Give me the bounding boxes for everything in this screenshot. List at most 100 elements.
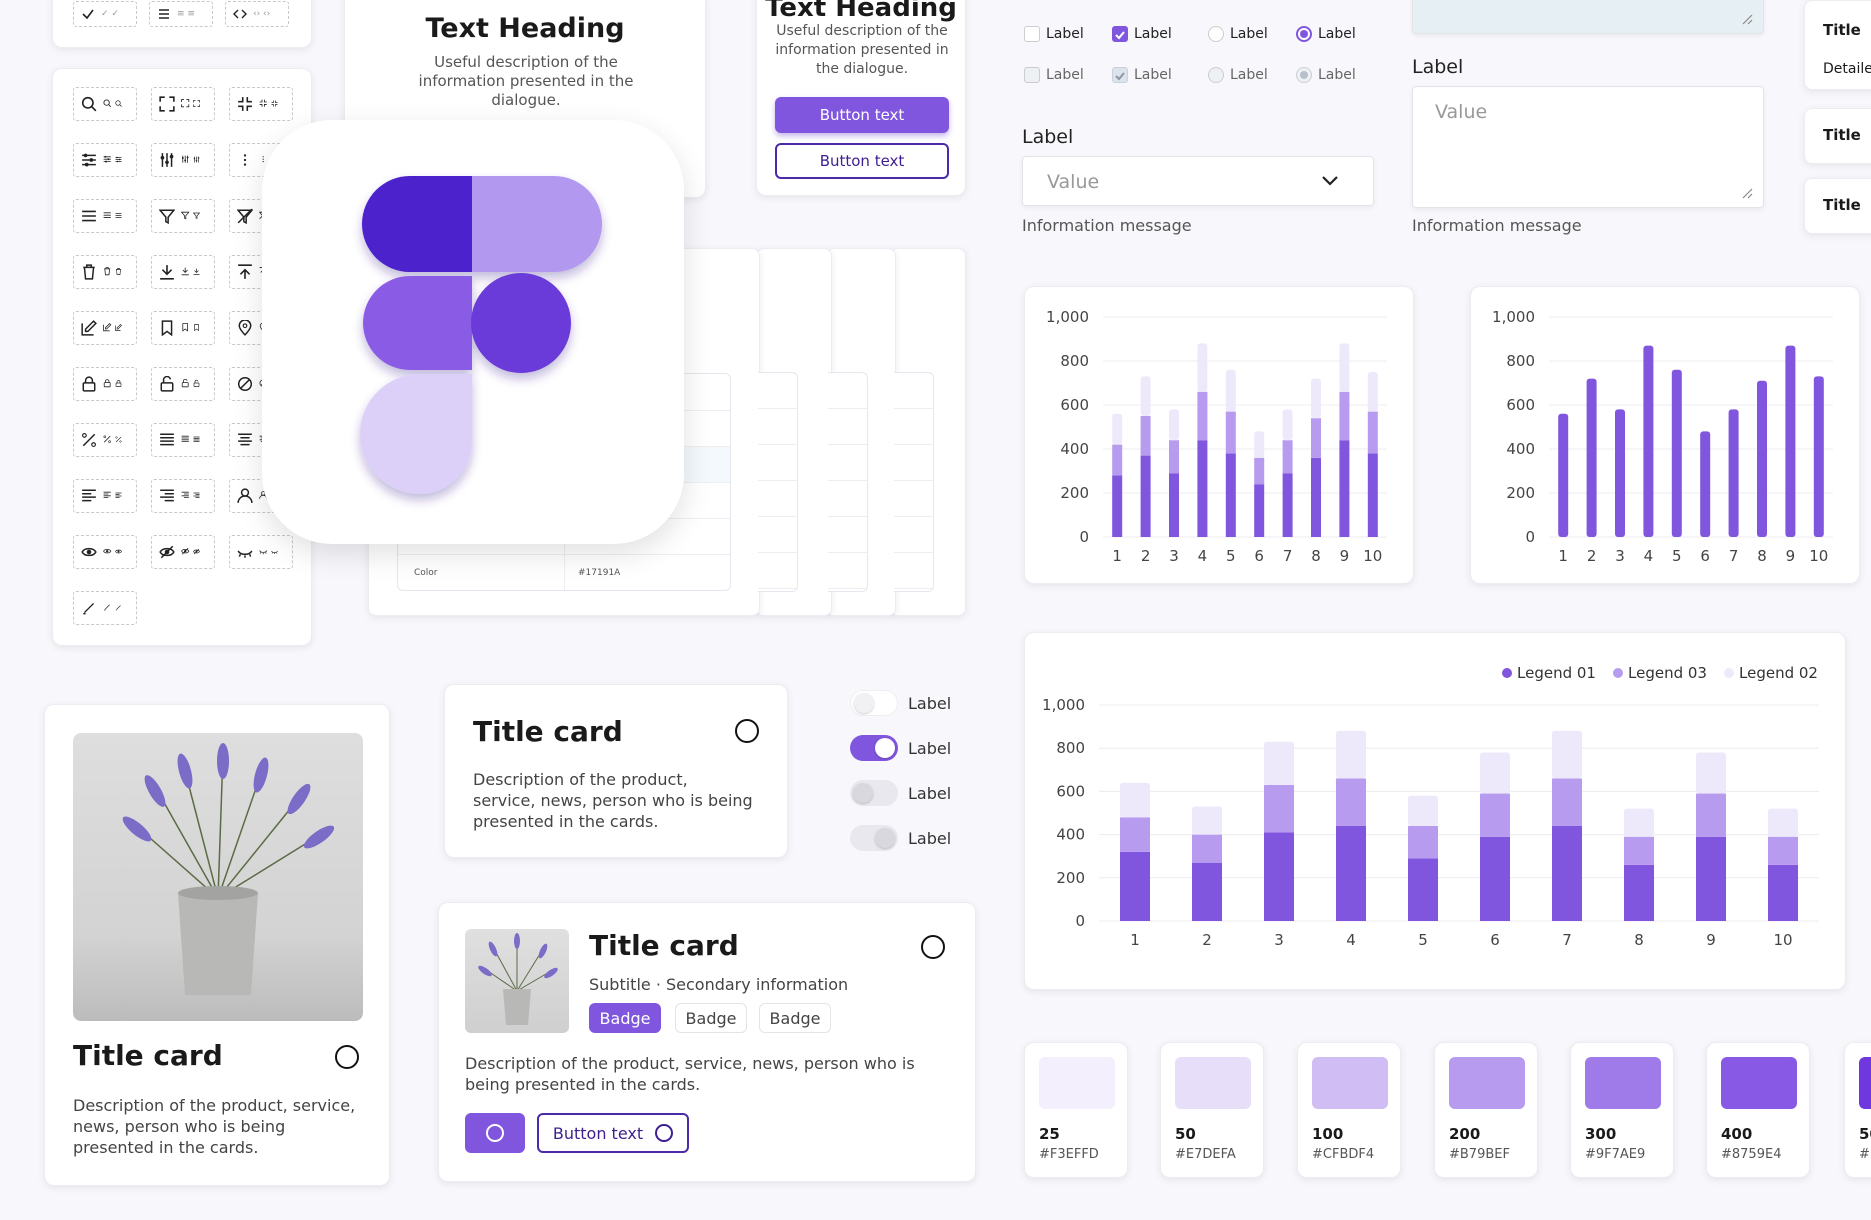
checkbox-on[interactable] [1112, 26, 1128, 42]
x-tick-label: 9 [1706, 931, 1716, 949]
bookmark-icon-button[interactable] [151, 311, 215, 345]
collapse-icon-button[interactable] [229, 87, 293, 121]
bar-segment [1225, 369, 1236, 412]
radio-on[interactable] [1296, 26, 1312, 42]
align-right-icon-button[interactable] [151, 479, 215, 513]
bar-segment [1768, 864, 1798, 921]
collapse-icon-small-variants [259, 99, 278, 107]
menu-icon-small-variants [103, 212, 122, 219]
eye-closed-icon [237, 550, 253, 558]
icon-button[interactable] [465, 1113, 525, 1153]
code-icon-button[interactable]: ‹› ‹› [225, 1, 289, 27]
menu-icon-button[interactable] [73, 199, 137, 233]
align-left-icon-button[interactable] [73, 479, 137, 513]
trash-icon-button[interactable] [73, 255, 137, 289]
radio-icon[interactable] [921, 935, 945, 959]
textarea-value: Value [1435, 101, 1488, 123]
bar [1785, 345, 1796, 537]
checkbox-off[interactable] [1024, 26, 1040, 42]
lock-icon-button[interactable] [73, 367, 137, 401]
align-justify-icon-button[interactable] [151, 423, 215, 457]
title-list-item-1[interactable]: Title Detailed [1804, 0, 1871, 90]
legend-marker [1613, 668, 1623, 678]
eye-icon [81, 547, 97, 557]
percent-icon-button[interactable] [73, 423, 137, 457]
bar-segment [1768, 808, 1798, 837]
bar-segment [1696, 752, 1726, 794]
bar-segment [1624, 808, 1654, 837]
y-tick-label: 0 [1079, 528, 1089, 546]
bar-segment [1408, 795, 1438, 826]
list-icon [159, 9, 169, 19]
x-tick-label: 9 [1786, 547, 1796, 565]
x-tick-label: 3 [1274, 931, 1284, 949]
y-tick-label: 0 [1525, 528, 1535, 546]
unlock-icon-button[interactable] [151, 367, 215, 401]
y-tick-label: 600 [1060, 396, 1089, 414]
radio-dis-off[interactable] [1208, 67, 1224, 83]
bar-segment [1197, 391, 1208, 441]
fullscreen-icon-button[interactable] [151, 87, 215, 121]
checkbox-dis-off[interactable] [1024, 67, 1040, 83]
bar [1586, 378, 1597, 537]
bar-segment [1768, 836, 1798, 865]
radio-icon[interactable] [335, 1045, 359, 1069]
eye-off-icon-button[interactable] [151, 535, 215, 569]
download-icon-small-variants [181, 267, 200, 276]
toggle-on[interactable] [850, 735, 898, 761]
checkbox-dis-on[interactable] [1112, 67, 1128, 83]
sliders-vertical-icon-button[interactable] [151, 143, 215, 177]
color-swatch [1175, 1057, 1251, 1109]
textarea-top[interactable] [1412, 0, 1764, 34]
bar [1671, 369, 1682, 537]
edit-icon [81, 320, 97, 336]
bookmark-icon-small-variants [182, 323, 199, 332]
y-tick-label: 600 [1056, 782, 1085, 800]
y-tick-label: 200 [1056, 869, 1085, 887]
dialog-card-2: Text Heading Useful description of the i… [756, 0, 966, 196]
radio-off[interactable] [1208, 26, 1224, 42]
toggle-disabled-off[interactable] [850, 780, 898, 806]
bar-segment [1367, 411, 1378, 454]
search-icon-button[interactable] [73, 87, 137, 121]
x-tick-label: 6 [1254, 547, 1264, 565]
title-list-item-2[interactable]: Title [1804, 108, 1871, 164]
color-swatch [1312, 1057, 1388, 1109]
card-title: Title card [73, 1039, 223, 1072]
bar-segment [1480, 836, 1510, 921]
radio-icon[interactable] [735, 719, 759, 743]
legend-label: Legend 01 [1517, 664, 1596, 682]
color-swatch-card: 300 #9F7AE9 [1570, 1042, 1674, 1178]
toggle-disabled-on[interactable] [850, 825, 898, 851]
check-icon-button[interactable]: ✓ ✓ [73, 1, 137, 27]
dialog-primary-button[interactable]: Button text [775, 97, 949, 133]
dialog-secondary-button[interactable]: Button text [775, 143, 949, 179]
edit-icon-button[interactable] [73, 311, 137, 345]
y-tick-label: 1,000 [1042, 696, 1085, 714]
lavender-photo [73, 733, 363, 1021]
pen-slash-icon-button[interactable] [73, 591, 137, 625]
card-action-button[interactable]: Button text [537, 1113, 689, 1153]
toggle-off[interactable] [850, 690, 898, 716]
toggle-label: Label [908, 784, 952, 803]
select-dropdown[interactable]: Value [1022, 156, 1374, 206]
radio-dis-on[interactable] [1296, 67, 1312, 83]
filter-icon [159, 209, 175, 224]
x-tick-label: 7 [1729, 547, 1739, 565]
bar-segment [1254, 484, 1265, 537]
swatch-shade: 50 [1175, 1125, 1196, 1143]
sliders-horizontal-icon-button[interactable] [73, 143, 137, 177]
eye-closed-icon-button[interactable] [229, 535, 293, 569]
eye-icon-button[interactable] [73, 535, 137, 569]
filter-icon-button[interactable] [151, 199, 215, 233]
download-icon-button[interactable] [151, 255, 215, 289]
bar-segment [1696, 836, 1726, 921]
textarea-input[interactable]: Value [1412, 86, 1764, 208]
chevron-down-icon [1322, 176, 1338, 186]
title-list-item-3[interactable]: Title [1804, 178, 1871, 234]
color-swatch-card: 400 #8759E4 [1706, 1042, 1810, 1178]
eye-off-icon [159, 545, 175, 559]
list-icon-button[interactable]: ≡ ≡ [149, 1, 213, 27]
rich-card: Title card Subtitle · Secondary informat… [438, 902, 976, 1182]
user-icon [237, 488, 253, 503]
